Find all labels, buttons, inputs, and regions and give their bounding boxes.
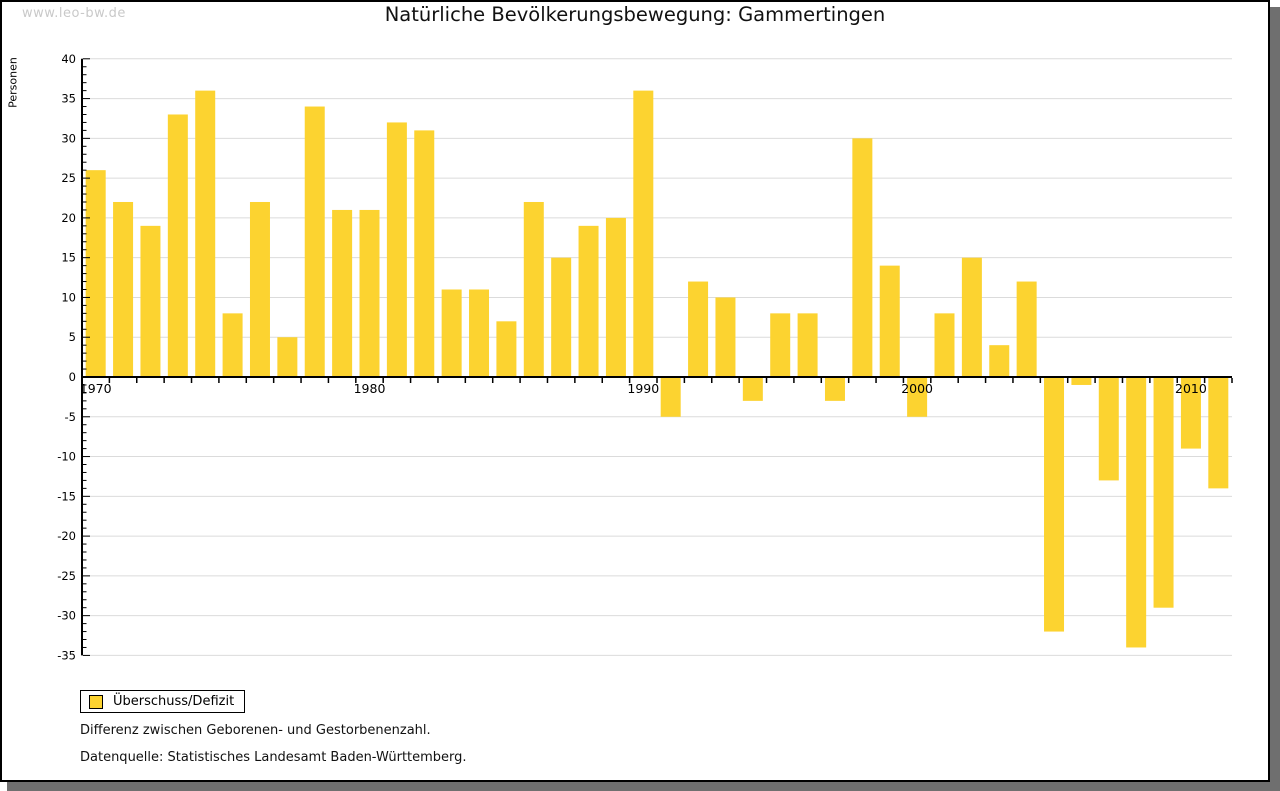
bar-1971 [113,201,134,377]
bar-2008 [1126,377,1147,648]
legend-swatch [89,694,103,709]
bar-1990 [633,90,654,378]
footnote-source: Datenquelle: Statistisches Landesamt Bad… [80,750,467,765]
bar-2005 [1044,377,1065,632]
bar-1989 [605,217,626,377]
chart-title: Natürliche Bevölkerungsbewegung: Gammert… [384,3,886,26]
bar-1972 [140,225,161,377]
y-tick-label: -35 [57,648,76,662]
y-tick-label: -15 [57,489,76,503]
y-tick-label: 10 [61,290,76,304]
bar-1994 [742,377,763,401]
footnote-definition: Differenz zwischen Geborenen- und Gestor… [80,723,431,738]
bar-2004 [1016,281,1037,377]
window-shadow-bottom [7,782,1280,791]
bar-1996 [797,313,818,377]
bar-1976 [249,201,270,377]
bar-1999 [879,265,900,377]
y-tick-label: 15 [61,251,76,265]
bar-2001 [934,313,955,377]
y-tick-label: -25 [57,569,76,583]
bar-1997 [824,377,845,401]
bar-1987 [551,257,572,377]
bar-1992 [688,281,709,377]
bar-2010 [1180,377,1201,449]
legend-label: Überschuss/Defizit [113,694,235,709]
bar-1985 [496,321,517,377]
bar-1991 [660,377,681,417]
bar-1980 [359,209,380,377]
x-tick-label-1980: 1980 [354,381,386,396]
bar-1973 [167,114,188,378]
bar-1995 [770,313,791,377]
bar-1975 [222,313,243,377]
y-tick-label: 0 [69,370,76,384]
x-tick-label-1970: 1970 [80,381,112,396]
bar-2007 [1098,377,1119,481]
watermark: www.leo-bw.de [22,6,126,21]
window-shadow-right [1270,7,1280,791]
bar-2003 [989,345,1010,377]
y-tick-label: 30 [61,131,76,145]
bar-2011 [1208,377,1229,489]
bar-1983 [441,289,462,377]
bar-1998 [852,138,873,377]
x-tick-label-1990: 1990 [627,381,659,396]
bar-2009 [1153,377,1174,608]
bar-2000 [907,377,928,417]
bar-1986 [523,201,544,377]
bar-1974 [195,90,216,378]
bar-1979 [332,209,353,377]
bar-2006 [1071,377,1092,385]
y-tick-label: 40 [61,52,76,66]
bar-1978 [304,106,325,377]
bar-1982 [414,130,435,377]
bar-1988 [578,225,599,377]
bar-1993 [715,297,736,377]
bar-chart: -35 -30 -25 -20 -15 -10 -5 0 5 10 15 20 25 30 35 40 1970… [57,52,1233,662]
bar-1977 [277,337,298,377]
bar-1984 [469,289,490,377]
bar-2002 [961,257,982,377]
bar-1981 [386,122,407,377]
y-tick-label: 25 [61,171,76,185]
y-tick-label: 20 [61,211,76,225]
legend: Überschuss/Defizit [80,690,245,713]
y-tick-label: -20 [57,529,76,543]
x-tick-label-2010: 2010 [1175,381,1207,396]
y-tick-label: -5 [65,410,76,424]
x-tick-label-2000: 2000 [901,381,933,396]
y-tick-label: -10 [57,450,76,464]
bar-1970 [85,170,106,377]
y-tick-label: 35 [61,92,76,106]
y-tick-label: -30 [57,609,76,623]
y-tick-label: 5 [69,330,76,344]
